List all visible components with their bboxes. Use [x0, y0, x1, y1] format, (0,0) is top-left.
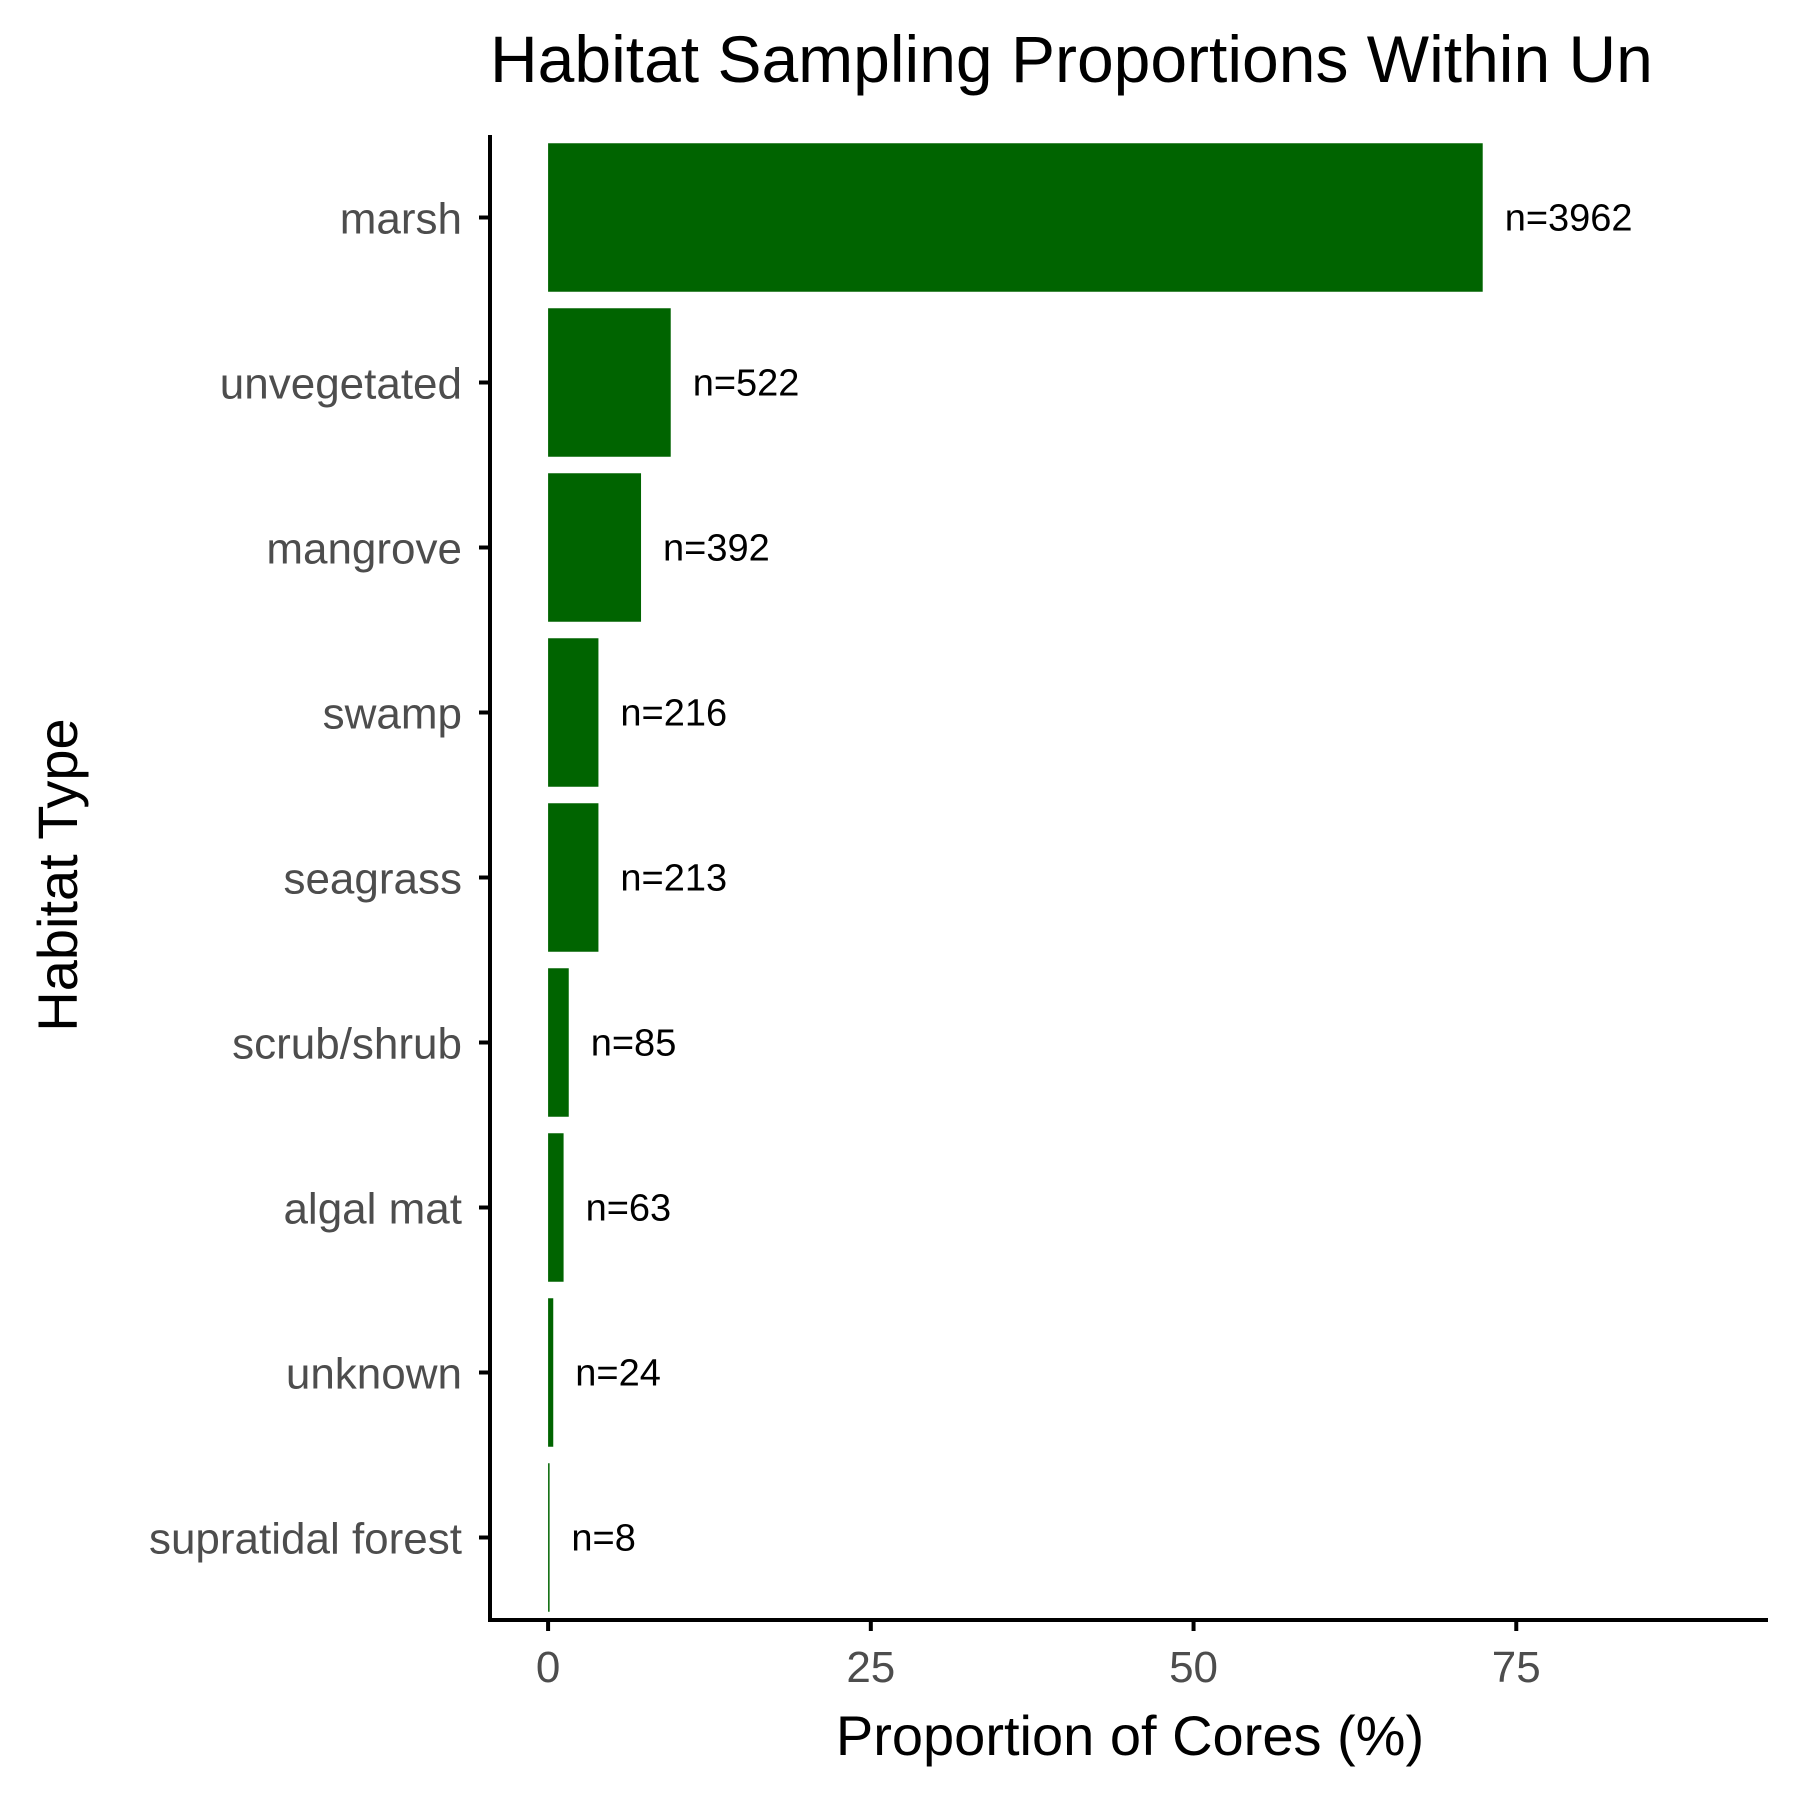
data-label: n=522: [693, 363, 800, 405]
y-tick-label: unknown: [286, 1350, 462, 1399]
bar-algal-mat: [548, 1133, 564, 1282]
bar-mangrove: [548, 473, 642, 622]
data-label: n=213: [620, 858, 727, 900]
bar-seagrass: [548, 803, 599, 952]
y-tick-label: algal mat: [283, 1185, 462, 1234]
bar-supratidal-forest: [548, 1463, 550, 1612]
y-tick-label: swamp: [323, 690, 462, 739]
data-label: n=8: [571, 1518, 635, 1560]
data-label: n=24: [575, 1353, 661, 1395]
y-axis-title: Habitat Type: [26, 718, 89, 1031]
y-tick-label: scrub/shrub: [232, 1020, 462, 1069]
data-label: n=63: [586, 1188, 672, 1230]
x-tick-label: 25: [846, 1643, 895, 1692]
bars-layer: [548, 143, 1483, 1612]
chart-title: Habitat Sampling Proportions Within Un: [490, 22, 1653, 96]
y-tick-label: supratidal forest: [149, 1515, 462, 1564]
x-tick-label: 0: [536, 1643, 560, 1692]
x-axis-title: Proportion of Cores (%): [836, 1704, 1424, 1767]
data-label: n=392: [663, 528, 770, 570]
y-tick-label: unvegetated: [220, 360, 462, 409]
y-tick-label: seagrass: [283, 855, 462, 904]
x-axis: 0 25 50 75: [488, 1618, 1768, 1692]
data-label: n=85: [591, 1023, 677, 1065]
x-tick-label: 75: [1492, 1643, 1541, 1692]
data-labels-layer: n=3962 n=522 n=392 n=216 n=213 n=85 n=63 n=24 n=…: [571, 198, 1632, 1560]
bar-marsh: [548, 143, 1483, 292]
data-label: n=3962: [1505, 198, 1633, 240]
data-label: n=216: [620, 693, 727, 735]
y-tick-label: marsh: [340, 195, 462, 244]
x-tick-label: 50: [1169, 1643, 1218, 1692]
bar-swamp: [548, 638, 599, 787]
bar-unvegetated: [548, 308, 671, 457]
y-axis: marsh unvegetated mangrove swamp seagrass scr…: [149, 135, 492, 1622]
y-tick-label: mangrove: [266, 525, 462, 574]
bar-unknown: [548, 1298, 554, 1447]
bar-scrub-shrub: [548, 968, 569, 1117]
